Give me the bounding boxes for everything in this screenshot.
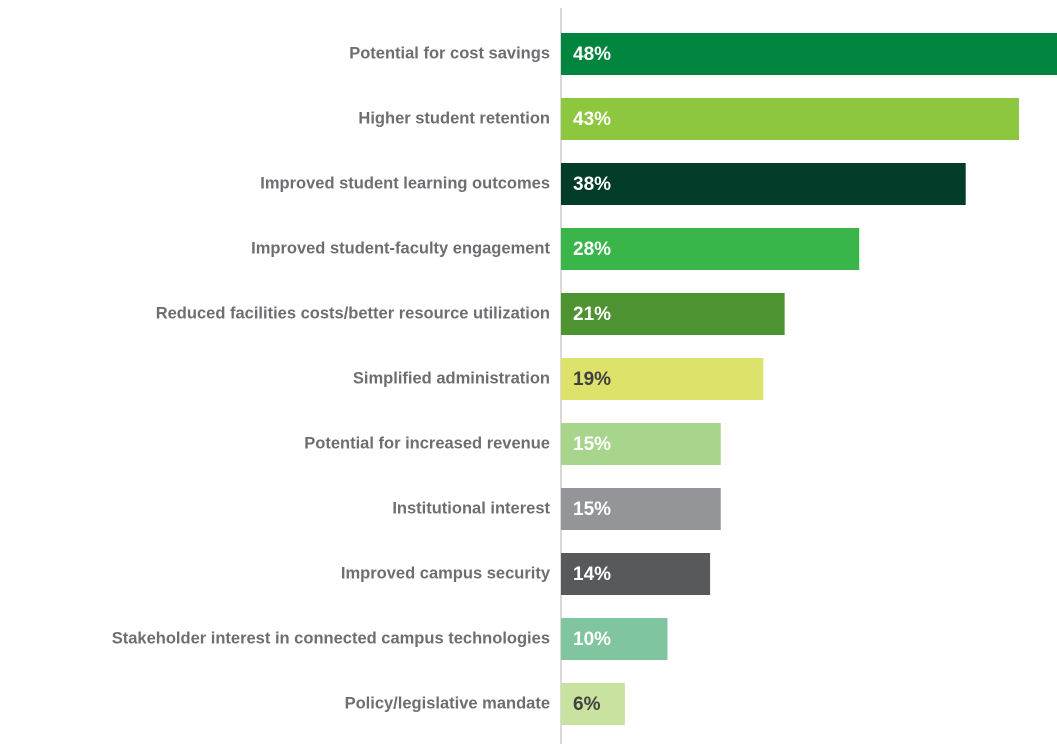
category-label: Higher student retention xyxy=(358,109,550,127)
category-label: Potential for cost savings xyxy=(349,44,550,62)
value-label: 19% xyxy=(573,369,611,390)
bar xyxy=(561,163,966,205)
value-label: 15% xyxy=(573,499,611,520)
bar xyxy=(561,683,625,725)
category-label: Potential for increased revenue xyxy=(304,434,550,452)
category-label: Improved student learning outcomes xyxy=(260,174,550,192)
value-label: 48% xyxy=(573,44,611,65)
bar xyxy=(561,33,1057,75)
value-label: 6% xyxy=(573,694,601,715)
category-label: Institutional interest xyxy=(392,499,550,517)
category-label: Reduced facilities costs/better resource… xyxy=(156,304,550,322)
bar xyxy=(561,358,764,400)
bar xyxy=(561,423,721,465)
bar xyxy=(561,228,860,270)
bar xyxy=(561,618,668,660)
value-label: 38% xyxy=(573,174,611,195)
bar xyxy=(561,488,721,530)
value-label: 14% xyxy=(573,564,611,585)
category-label: Improved campus security xyxy=(341,564,551,582)
category-label: Improved student-faculty engagement xyxy=(251,239,550,257)
category-label: Stakeholder interest in connected campus… xyxy=(112,629,550,647)
bar xyxy=(561,553,711,595)
value-label: 21% xyxy=(573,304,611,325)
value-label: 28% xyxy=(573,239,611,260)
category-label: Policy/legislative mandate xyxy=(345,694,550,712)
value-label: 43% xyxy=(573,109,611,130)
value-label: 10% xyxy=(573,629,611,650)
bar xyxy=(561,98,1019,140)
bar xyxy=(561,293,785,335)
value-label: 15% xyxy=(573,434,611,455)
category-label: Simplified administration xyxy=(353,369,550,387)
